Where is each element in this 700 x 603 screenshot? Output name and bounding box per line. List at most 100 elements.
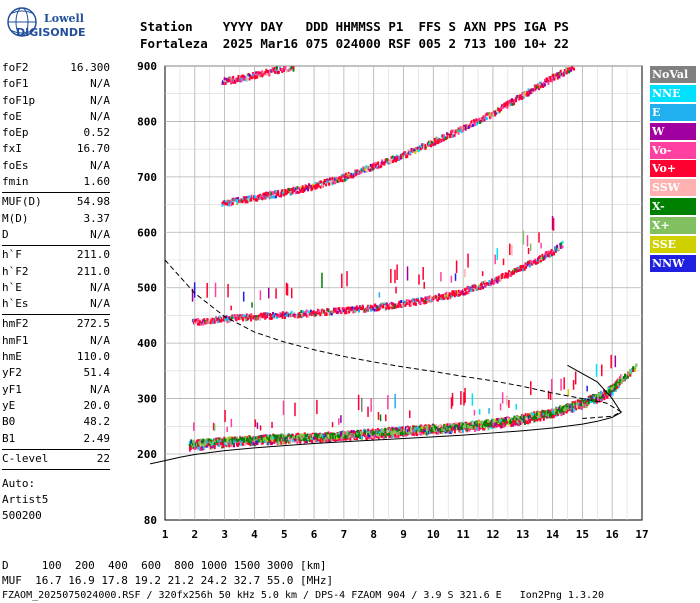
echo-point <box>395 286 397 294</box>
echo-point <box>535 416 538 420</box>
echo-point <box>271 313 274 317</box>
echo-point <box>389 304 392 308</box>
param-value: N/A <box>90 382 110 396</box>
echo-point <box>496 280 499 284</box>
echo-point <box>336 310 339 314</box>
echo-point <box>414 151 417 155</box>
echo-point <box>486 282 489 286</box>
echo-point <box>292 313 295 317</box>
echo-point <box>274 195 277 199</box>
header-line-values: Fortaleza 2025 Mar16 075 024000 RSF 005 … <box>140 36 569 51</box>
echo-point <box>518 268 521 272</box>
echo-point <box>509 243 511 255</box>
echo-point <box>461 424 464 428</box>
echo-point <box>341 435 344 439</box>
echo-point <box>568 407 571 411</box>
echo-point <box>311 439 314 444</box>
echo-point <box>451 134 454 138</box>
echo-point <box>551 79 554 83</box>
echo-point <box>394 269 396 284</box>
param-row: foF1p N/A <box>2 93 110 109</box>
autoscaling-line: Auto: <box>2 477 36 491</box>
echo-point <box>365 165 368 169</box>
echo-point <box>394 433 397 438</box>
echo-point <box>236 199 239 203</box>
echo-point <box>522 95 525 99</box>
echo-point <box>396 303 399 307</box>
echo-point <box>511 244 513 256</box>
echo-point <box>594 395 597 399</box>
echo-point <box>235 197 238 201</box>
echo-point <box>381 432 384 436</box>
param-row: yF2 51.4 <box>2 365 110 381</box>
echo-point <box>549 79 552 83</box>
echo-point <box>634 368 637 372</box>
echo-point <box>527 261 530 265</box>
echo-point <box>363 169 366 173</box>
echo-point <box>297 312 300 316</box>
param-label: foF1 <box>2 77 29 91</box>
echo-point <box>375 308 378 312</box>
echo-point <box>526 235 529 247</box>
echo-point <box>609 388 612 392</box>
echo-point <box>253 315 256 319</box>
echo-point <box>506 419 509 424</box>
echo-point <box>518 266 521 270</box>
footer-info: D 100 200 400 600 800 1000 1500 3000 [km… <box>2 558 604 603</box>
echo-point <box>233 79 236 83</box>
echo-point <box>508 399 510 408</box>
echo-point <box>329 438 332 443</box>
echo-point <box>394 393 396 409</box>
echo-point <box>378 307 381 311</box>
echo-point <box>632 366 635 370</box>
echo-point <box>340 175 343 179</box>
echo-point <box>227 437 230 441</box>
echo-point <box>218 438 221 442</box>
echo-point <box>539 255 542 259</box>
echo-point <box>580 403 583 407</box>
echo-point <box>391 433 394 438</box>
echo-point <box>248 74 251 78</box>
echo-point <box>395 156 398 160</box>
echo-point <box>437 430 440 435</box>
param-label: h`F <box>2 248 22 262</box>
echo-point <box>624 374 627 378</box>
echo-point <box>515 421 518 426</box>
echo-point <box>602 393 605 397</box>
echo-point <box>547 79 550 83</box>
echo-point <box>387 427 390 432</box>
echo-point <box>392 428 395 432</box>
echo-point <box>284 188 287 192</box>
echo-point <box>193 443 196 447</box>
echo-point <box>601 397 604 402</box>
echo-point <box>421 143 424 147</box>
echo-point <box>234 80 237 84</box>
echo-point <box>455 293 458 297</box>
echo-point <box>242 291 245 302</box>
echo-point <box>195 321 198 325</box>
echo-point <box>552 414 555 419</box>
echo-point <box>397 428 400 432</box>
echo-point <box>284 312 287 316</box>
echo-point <box>241 200 244 204</box>
echo-point <box>370 165 373 169</box>
echo-point <box>402 155 405 159</box>
echo-point <box>243 439 246 443</box>
logo-digisonde-text: DIGISONDE <box>16 26 86 39</box>
echo-point <box>458 425 461 429</box>
param-row: h`F 211.0 <box>2 247 110 263</box>
echo-point <box>252 439 255 443</box>
echo-point <box>629 373 632 377</box>
echo-point <box>231 443 234 448</box>
echo-point <box>301 437 304 441</box>
echo-point <box>435 298 438 302</box>
echo-point <box>446 136 449 140</box>
echo-point <box>218 315 221 319</box>
echo-point <box>218 442 221 447</box>
x-tick-label: 6 <box>311 528 318 541</box>
echo-point <box>570 404 573 408</box>
echo-point <box>561 245 564 249</box>
echo-point <box>386 158 389 162</box>
echo-point <box>279 434 282 438</box>
echo-point <box>370 430 373 434</box>
